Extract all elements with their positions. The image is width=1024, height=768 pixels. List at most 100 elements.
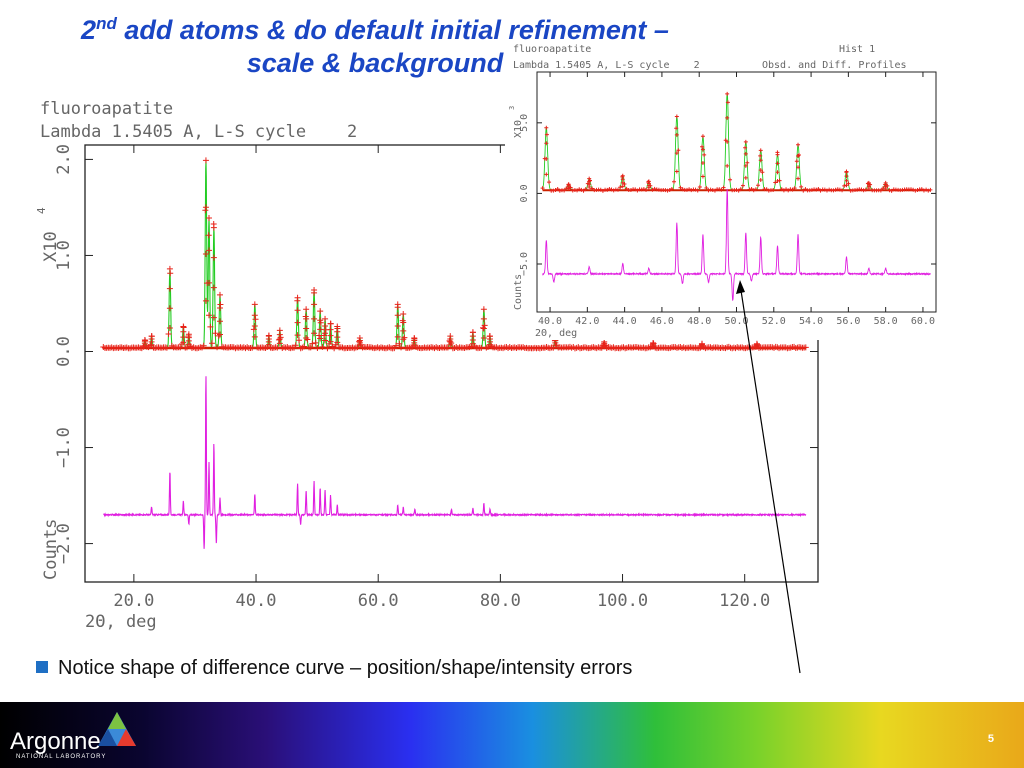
observed-point: [697, 184, 702, 189]
observed-peak-point: [743, 163, 748, 168]
observed-peak-point: [743, 151, 748, 156]
observed-peak-point: [844, 169, 849, 174]
observed-point: [887, 188, 892, 193]
observed-peak-point: [394, 323, 401, 330]
inset-hist-label: Hist 1: [839, 44, 875, 55]
observed-peak-point: [317, 308, 324, 315]
observed-point: [790, 187, 795, 192]
main-yscale-exponent: 4: [35, 207, 48, 214]
observed-peak-point: [400, 327, 407, 334]
x-tick-label: 40.0: [236, 591, 277, 611]
observed-peak-point: [698, 340, 705, 347]
observed-peak-point: [303, 325, 310, 332]
observed-point: [665, 188, 670, 193]
observed-peak-point: [205, 312, 212, 319]
observed-peak-point: [394, 333, 401, 340]
argonne-logo-icon: [98, 712, 136, 746]
footer-bar: Argonne NATIONAL LABORATORY 5: [0, 702, 1024, 768]
inset-header-line1: fluoroapatite: [513, 44, 591, 55]
observed-peak-point: [311, 315, 318, 322]
y-tick-label: 0.0: [519, 184, 530, 202]
observed-peak-point: [205, 214, 212, 221]
observed-point: [818, 188, 823, 193]
observed-peak-point: [180, 339, 187, 346]
bullet-square-icon: [36, 661, 48, 673]
observed-point: [319, 343, 326, 350]
observed-point: [824, 188, 829, 193]
observed-peak-point: [743, 139, 748, 144]
observed-peak-point: [775, 161, 780, 166]
observed-point: [575, 188, 580, 193]
observed-point: [583, 187, 588, 192]
observed-peak-point: [334, 328, 341, 335]
observed-peak-point: [180, 334, 187, 341]
observed-point: [481, 322, 488, 329]
observed-point: [611, 188, 616, 193]
observed-peak-point: [544, 172, 549, 177]
observed-peak-point: [620, 184, 625, 189]
observed-point: [734, 187, 739, 192]
observed-point: [822, 187, 827, 192]
observed-peak-point: [775, 152, 780, 157]
observed-peak-point: [866, 180, 871, 185]
observed-peak-point: [216, 318, 223, 325]
observed-point: [760, 170, 765, 175]
observed-point: [250, 326, 257, 333]
observed-point: [814, 187, 819, 192]
observed-point: [292, 342, 299, 349]
observed-point: [684, 187, 689, 192]
observed-point: [635, 188, 640, 193]
x-tick-label: 52.0: [762, 316, 786, 327]
observed-peak-point: [210, 284, 217, 291]
observed-point: [743, 145, 748, 150]
observed-point: [304, 336, 311, 343]
observed-point: [689, 188, 694, 193]
observed-point: [581, 188, 586, 193]
observed-peak-point: [327, 326, 334, 333]
main-y-axis-label: Counts: [41, 519, 61, 580]
observed-peak-point: [251, 301, 258, 308]
observed-point: [702, 152, 707, 157]
observed-point: [676, 148, 681, 153]
x-tick-label: 40.0: [538, 316, 562, 327]
observed-point: [590, 186, 595, 191]
observed-peak-point: [311, 330, 318, 337]
observed-peak-point: [758, 168, 763, 173]
observed-peak-point: [327, 338, 334, 345]
argonne-logo: Argonne: [10, 712, 136, 756]
observed-peak-point: [796, 142, 801, 147]
observed-point: [633, 187, 638, 192]
observed-point: [695, 188, 700, 193]
observed-peak-point: [480, 306, 487, 313]
observed-peak-point: [327, 320, 334, 327]
observed-point: [252, 316, 259, 323]
observed-peak-point: [700, 147, 705, 152]
main-plot-area: 20.0 40.0 60.0 80.0 100.0 120.0 −2.0 −1.0 0.0 1.0…: [54, 144, 818, 611]
observed-peak-point: [251, 323, 258, 330]
observed-point: [921, 188, 926, 193]
observed-point: [183, 344, 190, 351]
observed-point: [855, 187, 860, 192]
observed-points: [540, 91, 933, 193]
observed-point: [758, 153, 763, 158]
observed-point: [555, 186, 560, 191]
observed-point: [831, 188, 836, 193]
observed-point: [147, 342, 154, 349]
observed-point: [672, 179, 677, 184]
inset-plot-area: 40.0 42.0 44.0 46.0 48.0 50.0 52.0 54.0 56.0 58.0…: [519, 72, 936, 327]
observed-point: [205, 232, 212, 239]
observed-peak-point: [480, 315, 487, 322]
observed-peak-point: [251, 333, 258, 340]
observed-peak-point: [303, 335, 310, 342]
observed-peak-point: [758, 158, 763, 163]
observed-point: [837, 187, 842, 192]
observed-point: [600, 188, 605, 193]
difference-curve-line: [542, 188, 931, 301]
observed-peak-point: [447, 333, 454, 340]
main-x-axis-label: 2Θ, deg: [85, 612, 157, 632]
x-tick-label: 100.0: [597, 591, 648, 611]
observed-point: [706, 188, 711, 193]
inset-chart: fluoroapatite Lambda 1.5405 A, L-S cycle…: [505, 40, 945, 340]
observed-point: [859, 187, 864, 192]
observed-point: [577, 187, 582, 192]
